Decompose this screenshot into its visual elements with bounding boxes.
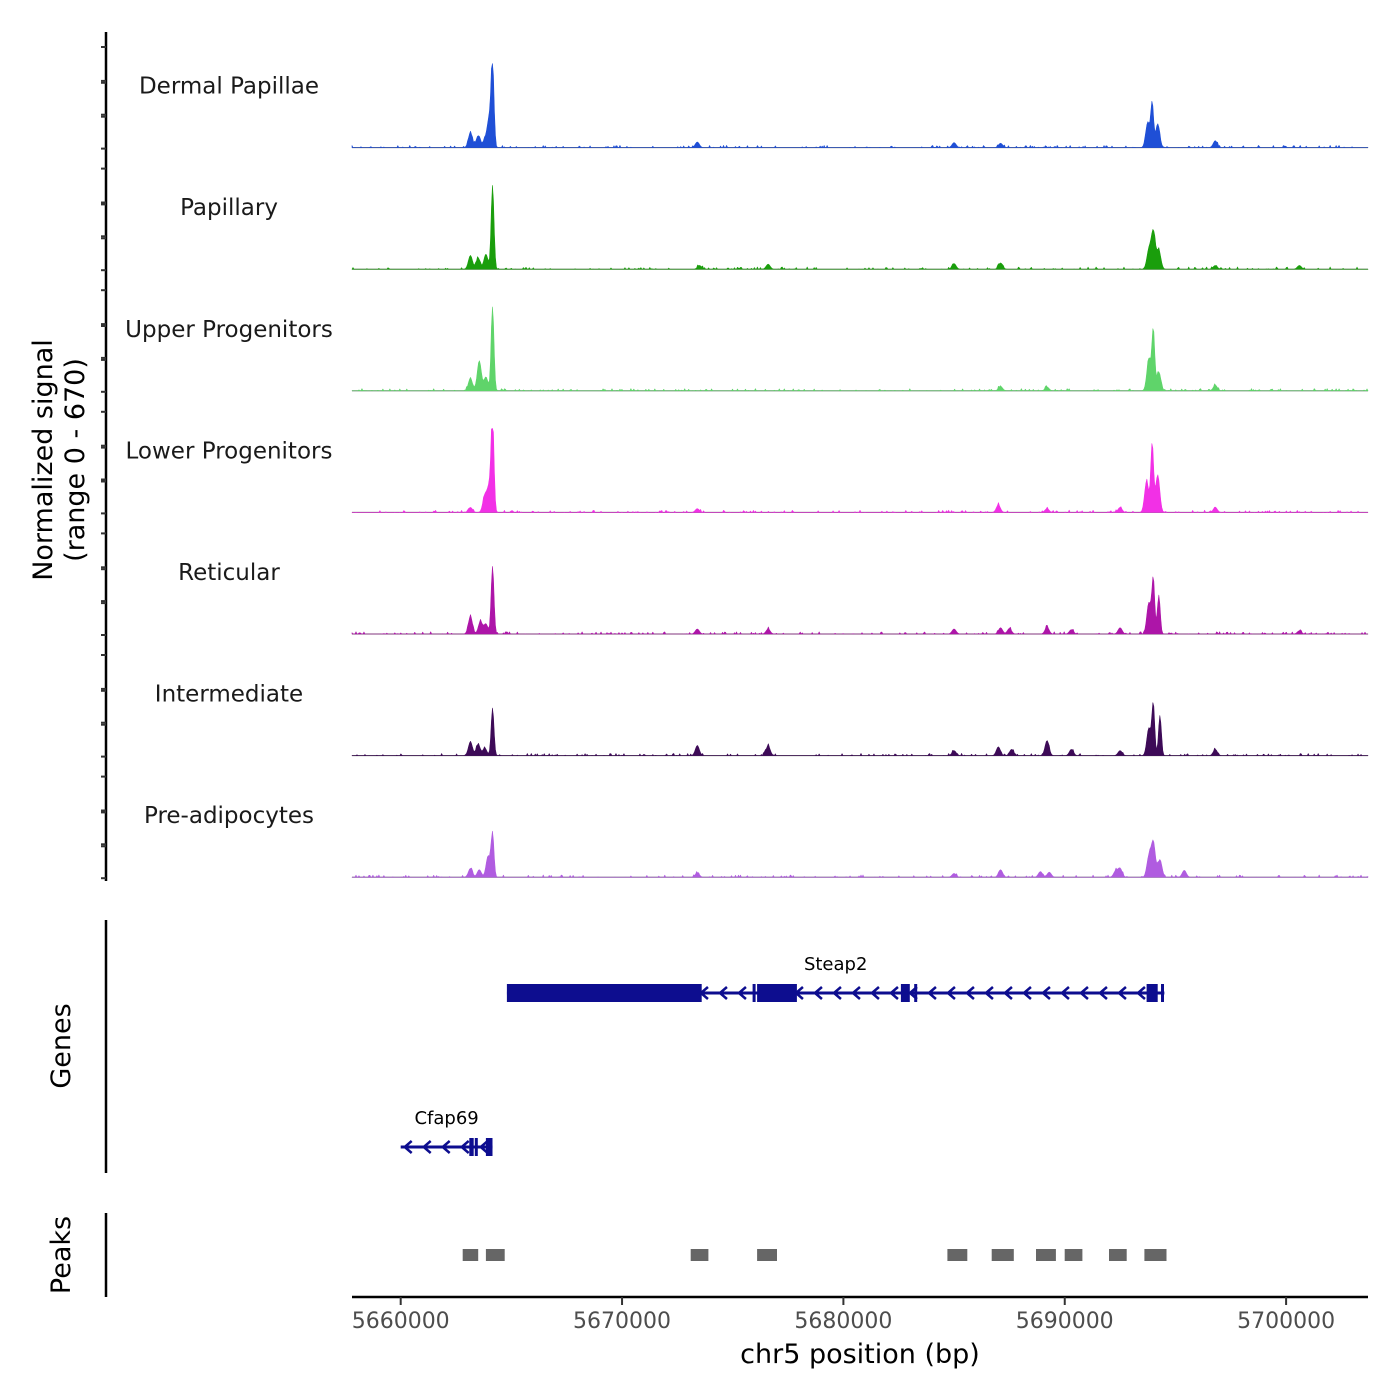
track-label: Lower Progenitors bbox=[126, 438, 333, 464]
gene-steap2: Steap2 bbox=[506, 954, 1165, 1002]
peak-region bbox=[1064, 1249, 1083, 1261]
track-label: Upper Progenitors bbox=[125, 317, 333, 343]
track-upper-progenitors: Upper Progenitors bbox=[125, 306, 1369, 392]
coverage-area bbox=[351, 702, 1369, 756]
gene-exon bbox=[1161, 984, 1164, 1002]
gene-cfap69: Cfap69 bbox=[400, 1108, 493, 1156]
peak-region bbox=[991, 1249, 1014, 1261]
strand-chevron bbox=[1022, 986, 1032, 1000]
strand-chevron bbox=[1117, 986, 1127, 1000]
strand-chevron bbox=[813, 986, 823, 1000]
gene-exon bbox=[469, 1138, 474, 1156]
strand-chevron bbox=[1079, 986, 1089, 1000]
genes-label: Genes bbox=[46, 1003, 77, 1088]
gene-exon bbox=[757, 984, 797, 1002]
peak-region bbox=[462, 1249, 479, 1261]
strand-chevron bbox=[889, 986, 899, 1000]
strand-chevron bbox=[459, 1140, 470, 1154]
gene-track: Steap2 Cfap69 bbox=[104, 920, 1165, 1173]
strand-chevron bbox=[440, 1140, 451, 1154]
strand-chevron bbox=[832, 986, 842, 1000]
peak-track bbox=[104, 1213, 1167, 1297]
track-dermal-papillae: Dermal Papillae bbox=[139, 63, 1369, 149]
strand-chevron bbox=[965, 986, 975, 1000]
track-label: Reticular bbox=[178, 560, 280, 586]
gene-exon bbox=[752, 984, 756, 1002]
strand-chevron bbox=[737, 986, 747, 1000]
strand-chevron bbox=[1041, 986, 1051, 1000]
strand-chevron bbox=[478, 1140, 489, 1154]
gene-exon bbox=[1146, 984, 1158, 1002]
gene-name-label: Steap2 bbox=[804, 954, 867, 975]
coverage-area bbox=[351, 63, 1369, 148]
x-tick-label: 5680000 bbox=[794, 1309, 892, 1334]
x-tick-label: 5660000 bbox=[352, 1309, 450, 1334]
strand-chevron bbox=[870, 986, 880, 1000]
peak-region bbox=[1144, 1249, 1167, 1261]
peak-region bbox=[947, 1249, 968, 1261]
x-tick-label: 5670000 bbox=[573, 1309, 671, 1334]
track-lower-progenitors: Lower Progenitors bbox=[126, 428, 1369, 513]
strand-chevron bbox=[1060, 986, 1070, 1000]
track-label: Papillary bbox=[180, 195, 278, 221]
peak-region bbox=[1036, 1249, 1056, 1261]
track-intermediate: Intermediate bbox=[155, 682, 1369, 757]
x-tick-label: 5700000 bbox=[1237, 1309, 1335, 1334]
strand-chevron bbox=[851, 986, 861, 1000]
track-reticular: Reticular bbox=[178, 560, 1369, 635]
coverage-area bbox=[351, 830, 1369, 878]
y-axis-title-line1: Normalized signal bbox=[28, 339, 59, 581]
gene-exon bbox=[485, 1138, 493, 1156]
strand-chevron bbox=[402, 1140, 413, 1154]
coverage-area bbox=[351, 566, 1369, 635]
gene-exon bbox=[506, 984, 702, 1002]
strand-chevron bbox=[927, 986, 937, 1000]
gene-exon bbox=[914, 984, 918, 1002]
x-tick-label: 5690000 bbox=[1016, 1309, 1114, 1334]
coverage-area bbox=[351, 185, 1369, 270]
coverage-tracks: Dermal Papillae Papillary Upper Progenitor… bbox=[125, 63, 1369, 878]
strand-chevron bbox=[984, 986, 994, 1000]
strand-chevron bbox=[1003, 986, 1013, 1000]
coverage-area bbox=[351, 306, 1369, 392]
peak-region bbox=[485, 1249, 505, 1261]
strand-chevron bbox=[718, 986, 728, 1000]
track-label: Dermal Papillae bbox=[139, 74, 319, 100]
y-axis-title-line2: (range 0 - 670) bbox=[60, 358, 91, 562]
x-axis: 5660000 5670000 5680000 5690000 5700000 bbox=[352, 1295, 1368, 1334]
peak-region bbox=[690, 1249, 709, 1261]
track-pre-adipocytes: Pre-adipocytes bbox=[144, 803, 1369, 878]
strand-chevron bbox=[421, 1140, 432, 1154]
gene-name-label: Cfap69 bbox=[414, 1108, 478, 1129]
track-label: Intermediate bbox=[155, 682, 303, 708]
gene-exon bbox=[900, 984, 910, 1002]
strand-chevron bbox=[1098, 986, 1108, 1000]
peak-region bbox=[1109, 1249, 1127, 1261]
peak-region bbox=[757, 1249, 777, 1261]
peaks-label: Peaks bbox=[46, 1216, 77, 1294]
gene-exon bbox=[474, 1138, 478, 1156]
track-papillary: Papillary bbox=[180, 185, 1369, 270]
x-axis-title: chr5 position (bp) bbox=[740, 1339, 980, 1370]
signal-y-axis bbox=[101, 32, 108, 881]
coverage-area bbox=[351, 428, 1369, 513]
strand-chevron bbox=[1136, 986, 1146, 1000]
track-label: Pre-adipocytes bbox=[144, 803, 314, 829]
strand-chevron bbox=[946, 986, 956, 1000]
